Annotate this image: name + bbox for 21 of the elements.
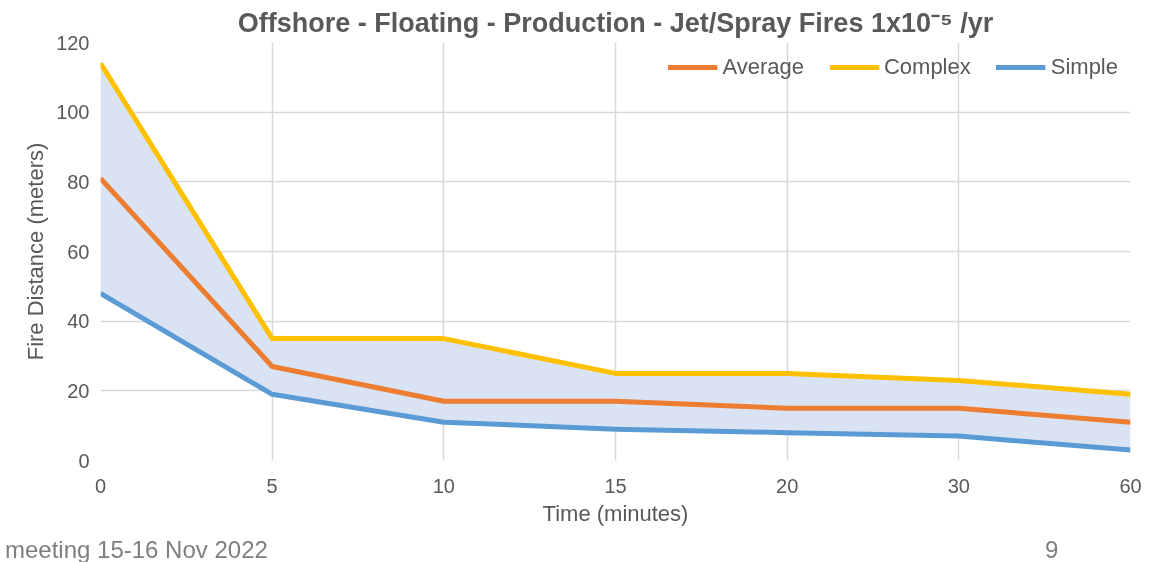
y-tick-label: 40 xyxy=(67,310,90,333)
x-tick-label: 20 xyxy=(776,474,799,497)
y-tick-label: 20 xyxy=(67,379,90,402)
y-tick-label: 60 xyxy=(67,240,90,263)
x-axis-title: Time (minutes) xyxy=(542,500,689,526)
y-tick-label: 0 xyxy=(78,449,90,472)
x-tick-label: 15 xyxy=(604,474,627,497)
y-tick-label: 100 xyxy=(56,101,90,124)
x-tick-label: 10 xyxy=(432,474,455,497)
chart-title: Offshore - Floating - Production - Jet/Spray Fires 1x10⁻⁵ /yr xyxy=(237,7,994,38)
text: 9 xyxy=(1045,535,1059,562)
legend-label: Complex xyxy=(883,54,971,80)
x-tick-label: 0 xyxy=(94,474,107,497)
x-tick-label: 5 xyxy=(266,474,278,497)
x-tick-label: 60 xyxy=(1119,474,1142,497)
y-tick-label: 120 xyxy=(56,31,90,54)
legend-label: Simple xyxy=(1050,54,1118,80)
y-axis-title: Fire Distance (meters) xyxy=(23,142,49,361)
y-tick-label: 80 xyxy=(67,170,90,193)
x-tick-label: 30 xyxy=(947,474,970,497)
legend-label: Average xyxy=(722,54,804,80)
